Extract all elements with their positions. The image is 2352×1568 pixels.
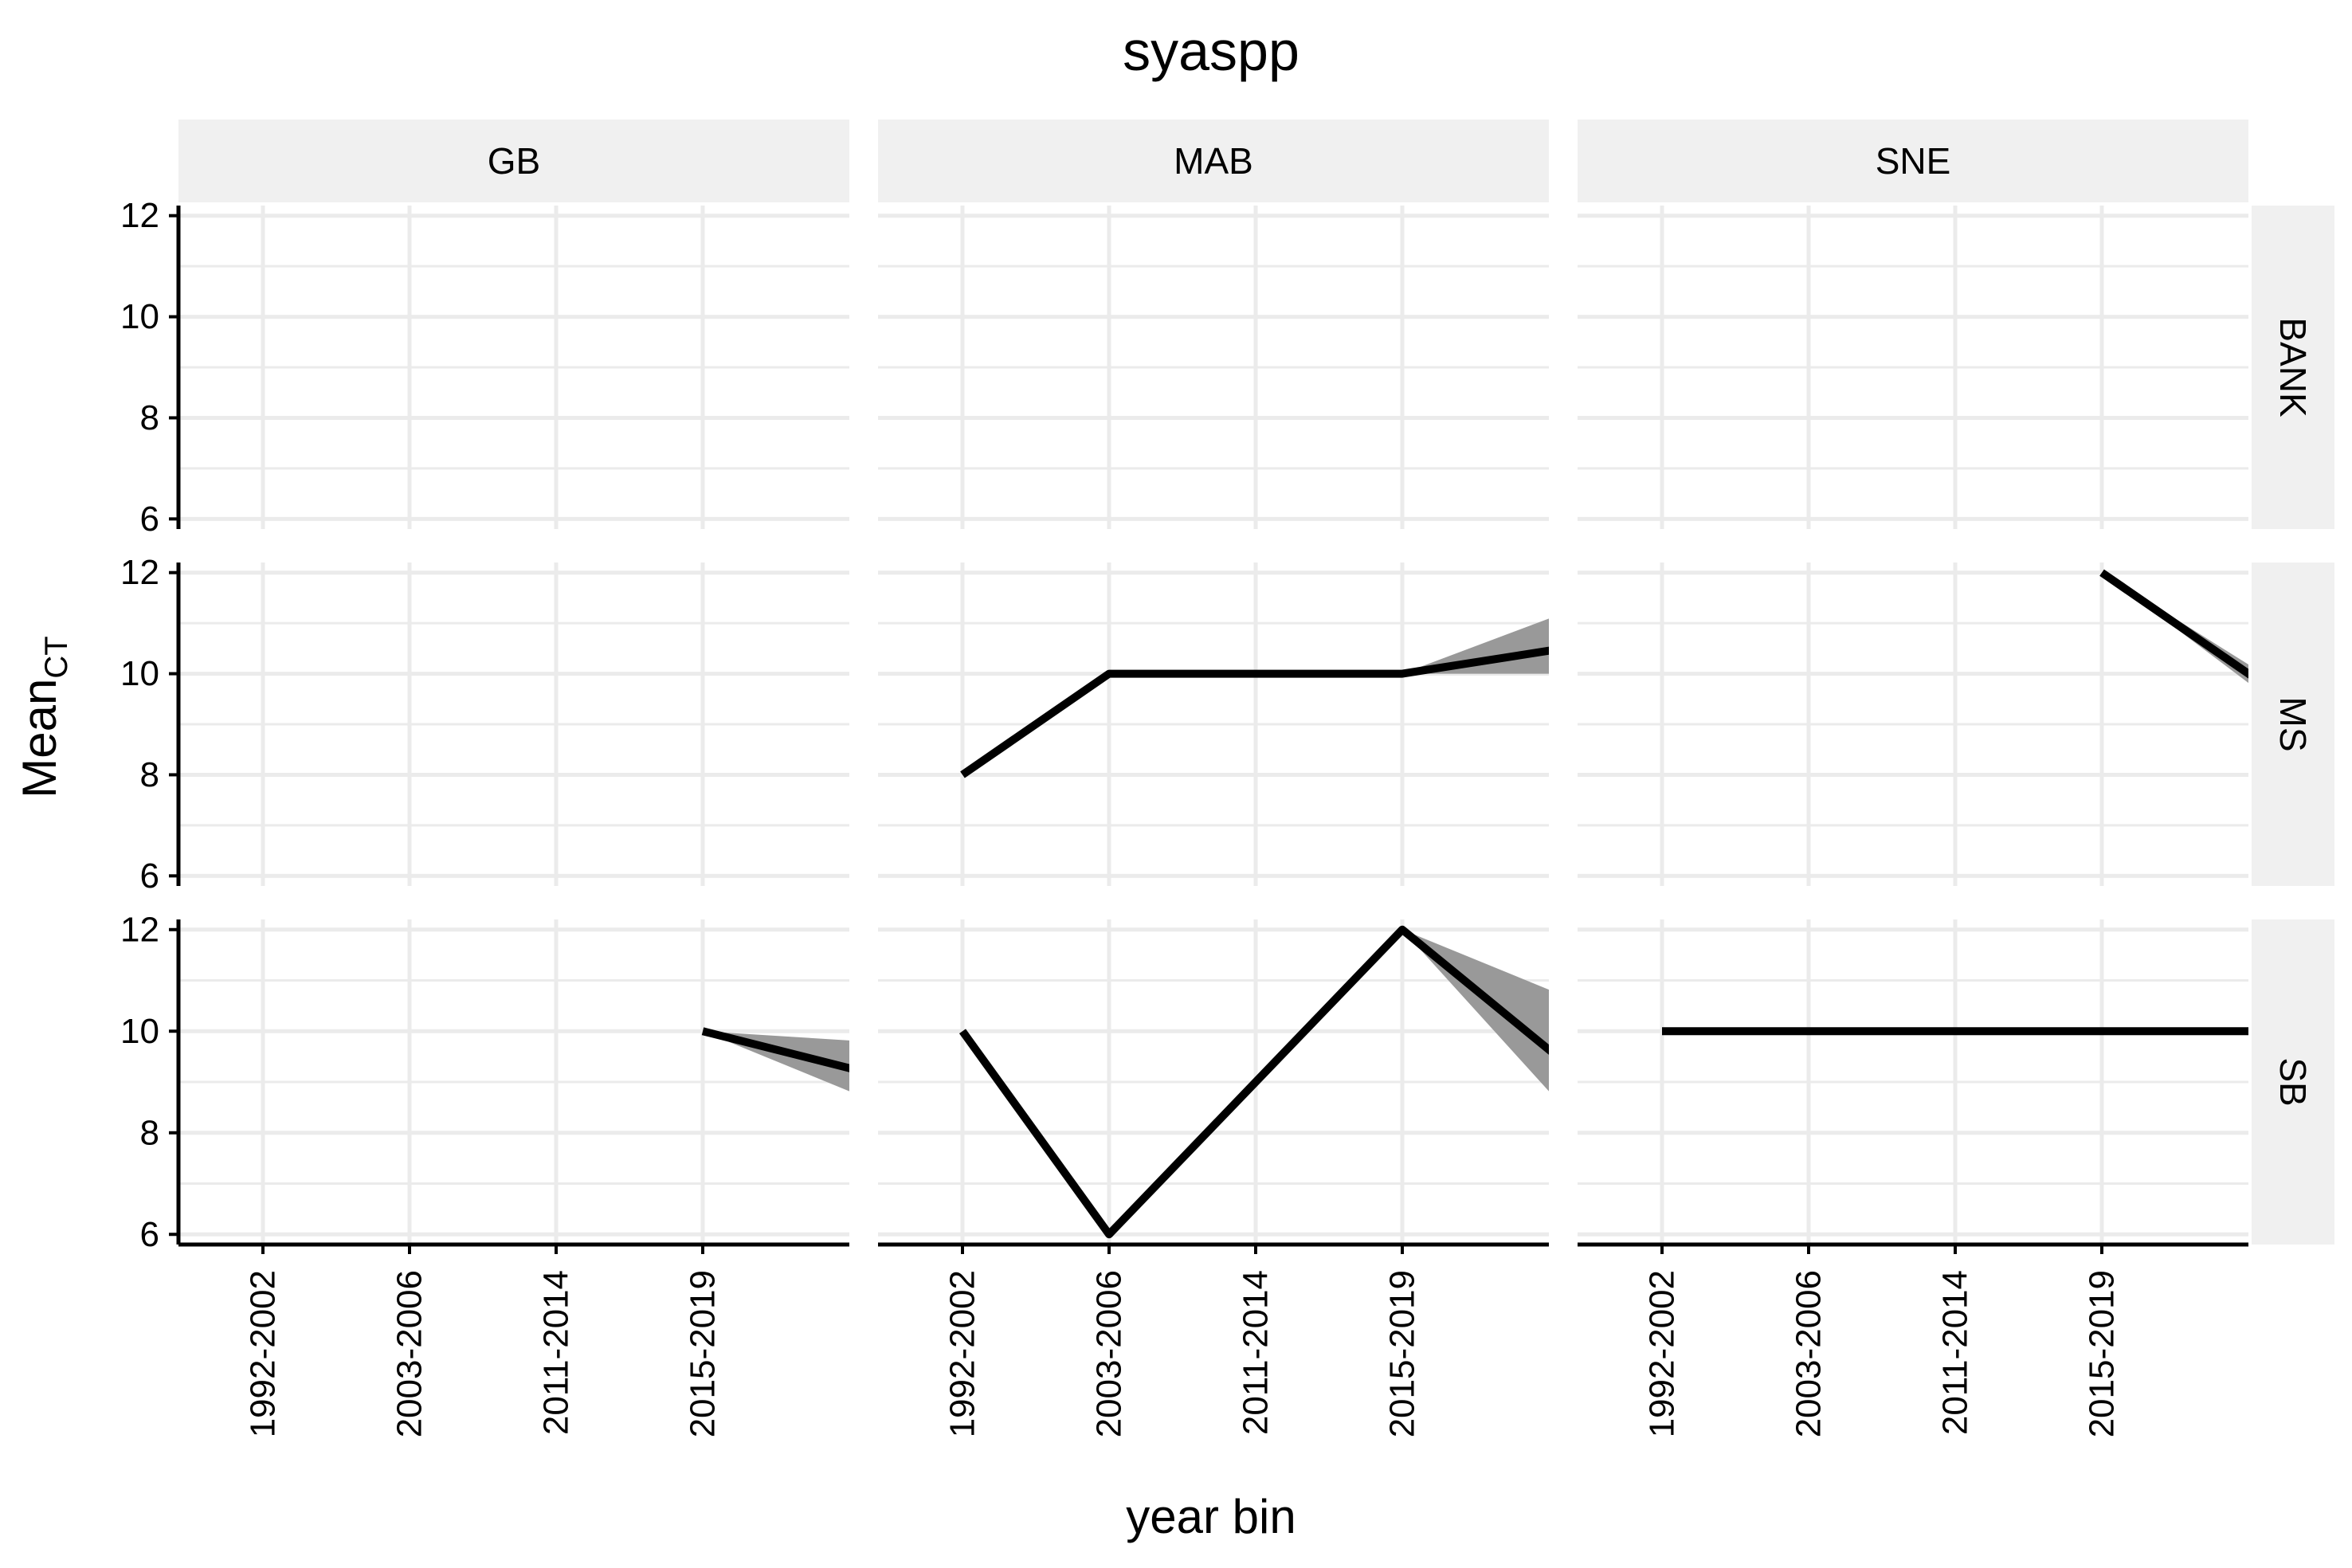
row-strip-ms (2252, 563, 2334, 886)
panel-sne-ms (1578, 563, 2248, 886)
row-strip-label-sb: SB (2272, 1057, 2314, 1106)
series-line (701, 1027, 849, 1072)
y-axis-ms: 6 8 10 12 (120, 553, 181, 896)
x-tick-label: 2015-2019 (1383, 1270, 1422, 1437)
panel-data-gb-sb (701, 1027, 849, 1092)
series-line (958, 925, 1549, 1239)
x-tick-label: 2015-2019 (2083, 1270, 2122, 1437)
panel-gb-bank (178, 206, 849, 529)
x-tick-label: 2011-2014 (537, 1270, 576, 1435)
column-strip-label-sne: SNE (1876, 140, 1951, 182)
x-axis-mab: 1992-2002 2003-2006 2011-2014 2015-2019 (878, 1242, 1549, 1437)
x-axis-gb: 1992-2002 2003-2006 2011-2014 2015-2019 (178, 1242, 849, 1437)
y-axis-label: MeanCT (13, 636, 74, 798)
y-tick-label: 10 (120, 1012, 159, 1051)
confidence-ribbon (703, 1031, 849, 1092)
chart-title: syaspp (1123, 20, 1299, 82)
y-tick-label: 6 (140, 500, 159, 539)
y-axis-bank: 6 8 10 12 (120, 196, 181, 539)
panel-mab-ms (878, 563, 1549, 886)
x-tick-label: 2003-2006 (1090, 1270, 1129, 1437)
panel-data-mab-sb (958, 925, 1549, 1239)
y-tick-label: 12 (120, 196, 159, 235)
row-strip-label-bank: BANK (2272, 317, 2314, 417)
panel-gb-sb (178, 919, 849, 1245)
y-tick-label: 12 (120, 910, 159, 949)
panels-layer: GB MAB SNE BANK MS SB 6 8 10 12 6 8 10 12 6 8 10 12 1992-2… (120, 120, 2334, 1437)
x-tick-label: 1992-2002 (244, 1270, 283, 1437)
row-strip-label-ms: MS (2272, 697, 2314, 752)
x-axis-sne: 1992-2002 2003-2006 2011-2014 2015-2019 (1578, 1242, 2248, 1437)
row-strip-bank (2252, 206, 2334, 529)
panel-sne-bank (1578, 206, 2248, 529)
column-strip-mab (878, 120, 1549, 202)
y-tick-label: 6 (140, 1215, 159, 1254)
column-strip-label-mab: MAB (1174, 140, 1253, 182)
panel-gb-ms (178, 563, 849, 886)
y-tick-label: 12 (120, 553, 159, 592)
series-line (2099, 569, 2248, 679)
y-tick-label: 8 (140, 398, 159, 437)
row-strip-sb (2252, 919, 2334, 1245)
y-axis-label-main: Mean (13, 679, 66, 798)
y-tick-label: 8 (140, 1113, 159, 1152)
x-axis-label: year bin (1126, 1490, 1296, 1543)
y-tick-label: 10 (120, 654, 159, 693)
column-strip-sne (1578, 120, 2248, 202)
x-tick-label: 2011-2014 (1936, 1270, 1975, 1435)
x-tick-label: 2003-2006 (390, 1270, 429, 1437)
y-tick-label: 8 (140, 755, 159, 794)
x-tick-label: 2015-2019 (684, 1270, 723, 1437)
y-tick-label: 6 (140, 857, 159, 896)
x-tick-label: 2011-2014 (1237, 1270, 1276, 1435)
panel-data-sne-ms (2099, 569, 2248, 684)
series-line (960, 646, 1549, 778)
x-tick-label: 1992-2002 (1643, 1270, 1682, 1437)
y-tick-label: 10 (120, 297, 159, 336)
column-strip-label-gb: GB (488, 140, 540, 182)
panel-data-mab-ms (960, 618, 1549, 778)
panel-mab-bank (878, 206, 1549, 529)
y-axis-sb: 6 8 10 12 (120, 910, 181, 1254)
panel-sne-sb (1578, 919, 2248, 1245)
x-tick-label: 2003-2006 (1789, 1270, 1829, 1437)
column-strip-gb (178, 120, 849, 202)
confidence-ribbon (1402, 929, 1549, 1092)
y-axis-label-subscript: CT (39, 636, 74, 678)
x-tick-label: 1992-2002 (943, 1270, 982, 1437)
